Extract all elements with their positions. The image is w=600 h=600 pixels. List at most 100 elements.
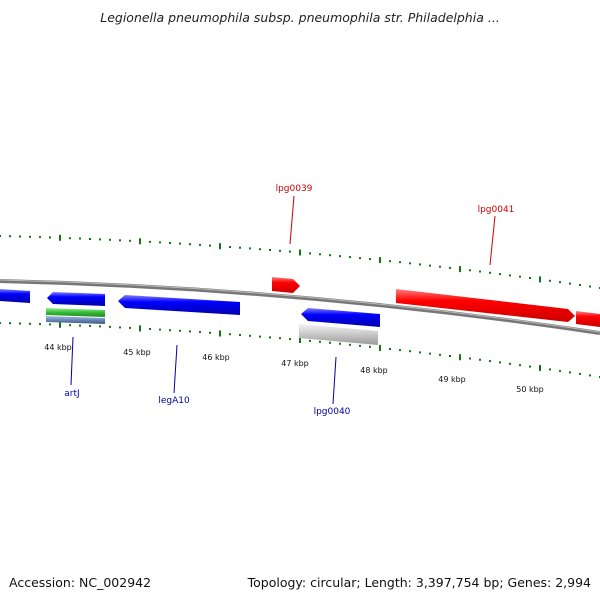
bottom-tick-9 — [89, 325, 91, 327]
top-tick-13 — [129, 239, 131, 242]
top-tick-28 — [279, 249, 281, 252]
top-tick-29 — [289, 250, 291, 253]
bottom-tick-5 — [49, 323, 51, 326]
top-tick-58 — [579, 284, 581, 286]
top-tick-0 — [0, 235, 1, 237]
bottom-tick-19 — [189, 330, 191, 333]
label-line-legA10 — [173, 344, 178, 394]
top-tick-39 — [389, 260, 391, 263]
gene-reverse-1[interactable] — [0, 289, 30, 303]
top-tick-32 — [319, 253, 321, 256]
top-tick-36 — [359, 257, 361, 260]
bottom-tick-54 — [539, 365, 541, 371]
top-tick-34 — [339, 255, 341, 258]
genome-backbone-highlight — [0, 279, 600, 333]
top-tick-52 — [519, 275, 521, 278]
gene-label-lpg0040[interactable]: lpg0040 — [314, 407, 351, 417]
top-tick-11 — [109, 238, 111, 241]
gene-forward-end[interactable] — [576, 311, 600, 327]
gene-label-lpg0039[interactable]: lpg0039 — [276, 184, 313, 194]
top-tick-54 — [539, 276, 541, 283]
top-tick-6 — [59, 234, 61, 241]
top-tick-41 — [409, 262, 411, 265]
top-tick-57 — [569, 282, 571, 285]
bottom-tick-18 — [179, 329, 181, 332]
bottom-tick-35 — [349, 343, 351, 346]
top-tick-12 — [119, 239, 121, 242]
bottom-tick-28 — [279, 337, 281, 340]
top-tick-16 — [159, 241, 161, 244]
top-tick-50 — [499, 273, 501, 276]
label-line-lpg0039 — [289, 195, 295, 245]
genome-backbone — [0, 279, 600, 335]
bottom-tick-43 — [429, 352, 431, 355]
bottom-tick-11 — [109, 325, 111, 328]
bottom-tick-31 — [309, 339, 311, 342]
bottom-tick-39 — [389, 348, 391, 350]
bottom-tick-45 — [449, 355, 451, 357]
top-tick-8 — [79, 237, 81, 240]
top-tick-5 — [49, 236, 51, 239]
bottom-tick-42 — [419, 351, 421, 354]
top-tick-2 — [19, 235, 21, 238]
bottom-tick-52 — [519, 364, 521, 367]
bottom-tick-2 — [19, 322, 21, 325]
scale-label-49kbp: 49 kbp — [438, 375, 466, 384]
top-tick-27 — [269, 249, 271, 251]
gene-lpg0041[interactable] — [396, 289, 575, 322]
top-tick-26 — [259, 248, 261, 251]
label-line-lpg0041 — [489, 215, 496, 266]
top-tick-33 — [329, 254, 331, 257]
feature-bar-grey[interactable] — [299, 324, 378, 345]
top-tick-51 — [509, 274, 511, 277]
top-tick-56 — [559, 281, 561, 284]
top-tick-47 — [469, 269, 471, 272]
bottom-tick-34 — [339, 342, 341, 345]
top-tick-9 — [89, 238, 91, 240]
gene-label-lpg0041[interactable]: lpg0041 — [478, 205, 515, 215]
bottom-tick-56 — [559, 369, 561, 372]
bottom-tick-38 — [379, 344, 381, 351]
top-tick-43 — [429, 264, 431, 267]
bottom-tick-22 — [219, 330, 221, 337]
gene-lpg0039[interactable] — [272, 277, 300, 293]
bottom-tick-33 — [329, 341, 331, 344]
scale-ticks-reverse — [0, 321, 600, 378]
bottom-tick-44 — [439, 353, 441, 356]
bottom-tick-30 — [299, 337, 301, 343]
gene-label-artJ[interactable]: artJ — [64, 389, 79, 399]
label-line-lpg0040 — [332, 356, 337, 405]
scale-label-45kbp: 45 kbp — [123, 348, 151, 357]
top-tick-46 — [459, 266, 461, 273]
top-tick-19 — [189, 243, 191, 246]
label-line-artJ — [70, 336, 74, 386]
bottom-tick-36 — [359, 344, 361, 347]
gene-legA10[interactable] — [118, 295, 240, 315]
genome-stats-text: Topology: circular; Length: 3,397,754 bp… — [247, 575, 591, 590]
gene-lpg0040[interactable] — [301, 308, 380, 327]
feature-bar-green[interactable] — [46, 308, 105, 317]
top-tick-30 — [299, 249, 301, 256]
top-tick-44 — [439, 265, 441, 268]
feature-bar-steel[interactable] — [46, 316, 105, 324]
top-tick-38 — [379, 257, 381, 264]
bottom-tick-23 — [229, 333, 231, 336]
top-tick-45 — [449, 266, 451, 269]
bottom-tick-1 — [9, 322, 11, 325]
top-tick-22 — [219, 243, 221, 250]
bottom-tick-27 — [269, 336, 271, 339]
top-tick-40 — [399, 261, 401, 264]
bottom-tick-50 — [499, 361, 501, 364]
top-tick-55 — [549, 279, 551, 282]
gene-artJ[interactable] — [47, 292, 105, 306]
bottom-tick-12 — [119, 326, 121, 329]
bottom-tick-49 — [489, 360, 491, 363]
bottom-tick-3 — [29, 322, 31, 325]
bottom-tick-16 — [159, 328, 161, 331]
gene-label-legA10[interactable]: legA10 — [158, 396, 190, 406]
bottom-tick-7 — [69, 324, 71, 327]
bottom-tick-21 — [209, 331, 211, 334]
top-tick-48 — [479, 270, 481, 273]
bottom-tick-10 — [99, 325, 101, 328]
